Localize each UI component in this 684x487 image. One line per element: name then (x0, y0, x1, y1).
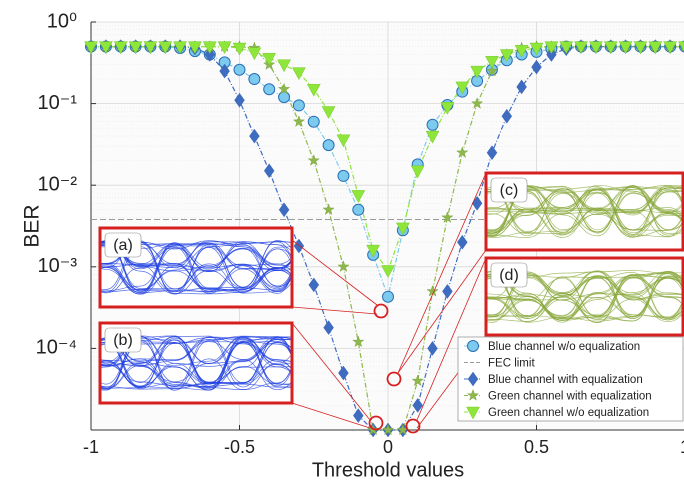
x-tick-label: 1 (680, 437, 684, 457)
legend-label: Blue channel w/o equalization (488, 341, 640, 353)
x-tick-label: -1 (83, 437, 99, 457)
data-point (293, 100, 304, 111)
legend-label: Green channel with equalization (488, 391, 652, 403)
data-point (234, 64, 245, 75)
y-tick-label: 10⁻³ (38, 255, 78, 277)
data-point (279, 92, 290, 103)
y-tick-label: 10⁰ (47, 10, 77, 32)
inset-label: (a) (113, 237, 133, 254)
y-axis-label: BER (21, 204, 44, 247)
data-point (353, 204, 364, 215)
x-tick-label: -0.5 (224, 437, 255, 457)
legend-label: Green channel w/o equalization (488, 407, 649, 419)
data-point (308, 116, 319, 127)
legend-label: FEC limit (488, 358, 535, 370)
y-tick-label: 10⁻² (38, 173, 78, 195)
y-tick-label: 10⁻¹ (38, 92, 78, 114)
x-tick-label: 0.5 (524, 437, 549, 457)
x-axis-label: Threshold values (312, 459, 464, 481)
x-tick-label: 0 (383, 437, 393, 457)
chart: BER Threshold values 10⁰ 10⁻¹ 10⁻² 10⁻³ 10⁻⁴… (0, 0, 684, 487)
data-point (338, 170, 349, 181)
y-tick-label: 10⁻⁴ (36, 337, 77, 359)
inset-label: (c) (500, 182, 519, 199)
legend-label: Blue channel with equalization (488, 374, 643, 386)
data-point (323, 140, 334, 151)
legend-marker (468, 341, 479, 352)
data-point (249, 74, 260, 85)
data-point (264, 84, 275, 95)
data-point (383, 291, 394, 302)
inset-label: (b) (113, 332, 133, 349)
inset-label: (d) (499, 267, 519, 284)
data-point (427, 119, 438, 130)
